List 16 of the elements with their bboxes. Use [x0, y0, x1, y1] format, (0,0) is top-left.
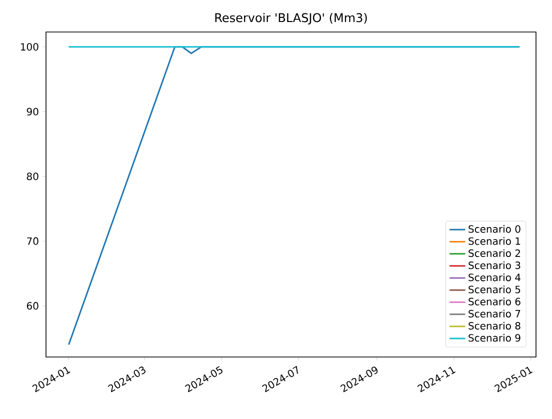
legend-label: Scenario 7	[468, 310, 520, 318]
legend-label: Scenario 4	[468, 273, 520, 282]
legend-label: Scenario 5	[468, 286, 520, 294]
legend-label: Scenario 6	[468, 298, 520, 306]
legend-label: Scenario 8	[468, 322, 520, 330]
legend-label: Scenario 2	[468, 249, 520, 257]
legend-label: Scenario 0	[468, 225, 520, 233]
y-tick-label: 100	[20, 43, 38, 51]
legend-label: Scenario 3	[468, 261, 520, 270]
legend-label: Scenario 9	[468, 334, 520, 342]
y-tick-label: 80	[26, 172, 38, 180]
legend-label: Scenario 1	[468, 237, 520, 245]
y-tick-label: 60	[26, 302, 38, 310]
y-tick-label: 90	[26, 108, 38, 116]
y-tick-label: 70	[27, 237, 38, 245]
chart-title: Reservoir 'BLASJO' (Mm3)	[215, 12, 367, 24]
